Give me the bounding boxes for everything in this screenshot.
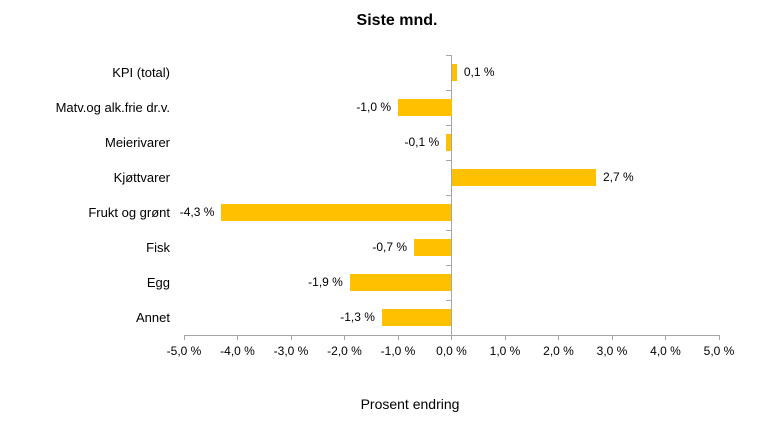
x-tick-label: 4,0 % (650, 344, 681, 358)
value-label: 0,1 % (463, 65, 495, 79)
x-axis-tick (344, 335, 345, 340)
x-tick-label: 2,0 % (543, 344, 574, 358)
y-axis-tick (445, 265, 452, 266)
y-axis-tick (445, 300, 452, 301)
category-label: Frukt og grønt (88, 205, 170, 220)
chart-title: Siste mnd. (356, 12, 438, 29)
x-axis-tick (718, 335, 720, 340)
x-tick-label: -2,0 % (327, 344, 362, 358)
x-tick-label: 0,0 % (436, 344, 467, 358)
category-label: Kjøttvarer (113, 170, 170, 185)
value-label: -1,0 % (356, 100, 391, 114)
x-tick-label: 3,0 % (596, 344, 628, 358)
y-axis-tick (445, 195, 452, 196)
x-axis-tick (611, 335, 613, 340)
bar (398, 99, 452, 116)
category-label: Egg (146, 275, 170, 290)
category-label: KPI (total) (112, 65, 170, 80)
x-axis-tick (558, 335, 559, 340)
category-label: Matv.og alk.frie dr.v. (55, 100, 170, 115)
x-tick-label: -4,0 % (220, 344, 255, 358)
x-tick-label: 5,0 % (703, 344, 735, 358)
x-tick-label: -5,0 % (166, 344, 202, 358)
x-axis-tick (451, 335, 452, 340)
y-axis-line (451, 55, 452, 335)
value-label: -1,3 % (340, 310, 375, 324)
y-axis-tick (445, 125, 452, 126)
value-label: 2,7 % (602, 170, 634, 184)
y-axis-tick (445, 55, 452, 56)
value-label: -1,9 % (308, 275, 343, 289)
x-axis-tick (183, 335, 185, 340)
x-axis-title: Prosent endring (360, 396, 460, 412)
bar (221, 204, 452, 221)
bar (414, 239, 452, 256)
bar (451, 64, 457, 81)
x-axis-tick (290, 335, 292, 340)
y-axis-tick (445, 230, 452, 231)
bar (446, 134, 452, 151)
category-label: Fisk (146, 240, 170, 255)
x-axis-tick (504, 335, 506, 340)
bar (381, 309, 452, 326)
y-axis-tick (445, 90, 452, 91)
x-tick-label: 1,0 % (489, 344, 521, 358)
category-label: Annet (136, 310, 170, 325)
value-label: -4,3 % (179, 205, 215, 219)
bar (349, 274, 452, 291)
value-label: -0,1 % (404, 135, 440, 149)
x-tick-label: -1,0 % (380, 344, 416, 358)
y-axis-tick (445, 160, 452, 161)
bar (451, 169, 596, 186)
value-label: -0,7 % (372, 240, 408, 254)
x-axis-tick (665, 335, 666, 340)
x-axis-tick (397, 335, 399, 340)
x-tick-label: -3,0 % (273, 344, 309, 358)
x-axis-tick (237, 335, 238, 340)
category-label: Meierivarer (104, 135, 170, 150)
